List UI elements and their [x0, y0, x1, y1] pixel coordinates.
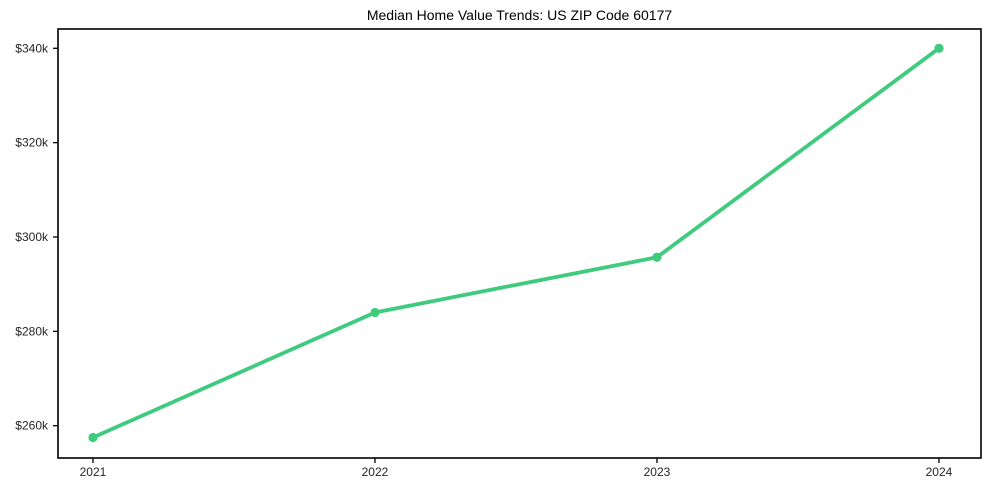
data-point-marker: [370, 307, 380, 318]
y-tick-label: $320k: [15, 136, 49, 150]
plot-border: [57, 28, 982, 459]
x-tick-label: 2023: [644, 465, 671, 479]
x-tick-label: 2024: [926, 465, 953, 479]
y-tick-label: $260k: [15, 419, 49, 433]
data-point-marker: [934, 43, 944, 53]
chart-title: Median Home Value Trends: US ZIP Code 60…: [366, 7, 673, 23]
x-tick-label: 2021: [80, 465, 107, 479]
trend-line: [91, 46, 941, 440]
y-tick-label: $300k: [15, 230, 49, 244]
data-point-marker: [652, 252, 662, 262]
y-tick-label: $280k: [15, 324, 49, 338]
data-point-marker: [88, 432, 98, 443]
y-tick-label: $340k: [15, 41, 49, 55]
x-tick-label: 2022: [362, 465, 389, 479]
